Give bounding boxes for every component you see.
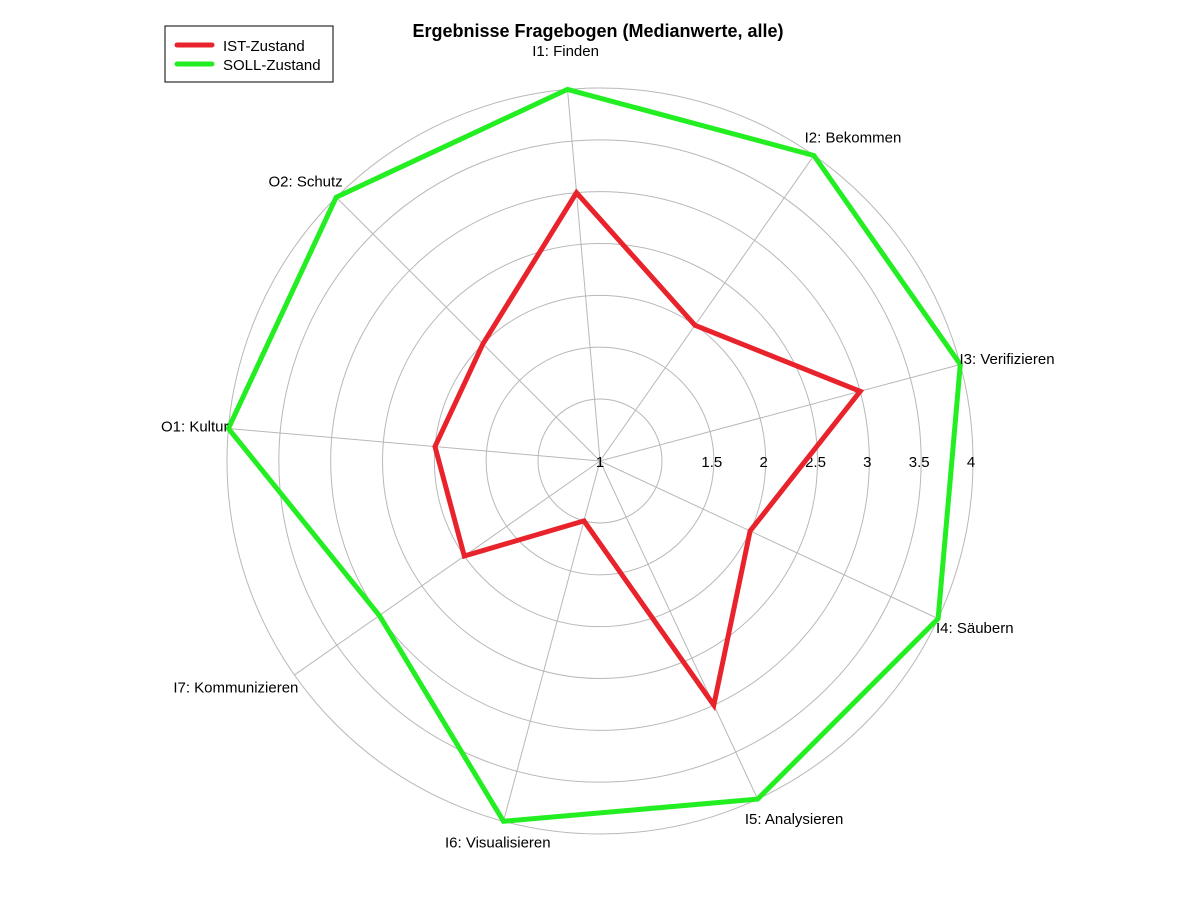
axis-spoke [599, 460, 759, 800]
axis-labels: I1: Finden I2: Bekommen I3: Verifizieren I4… [161, 43, 1055, 852]
axis-label: I1: Finden [532, 43, 599, 60]
axis-label: I5: Analysieren [745, 811, 843, 828]
radial-tick-label: 1.5 [701, 454, 722, 471]
grid-circle [382, 243, 818, 679]
legend-label-ist: IST-Zustand [223, 38, 305, 55]
grid-circle [226, 87, 974, 835]
series-lines [225, 86, 963, 824]
axis-spoke [566, 89, 601, 462]
axis-label: O2: Schutz [268, 174, 342, 191]
axis-label: I7: Kommunizieren [173, 680, 298, 697]
grid-circle [330, 191, 870, 731]
axis-label: I4: Säubern [936, 620, 1014, 637]
radial-tick-label: 4 [967, 454, 975, 471]
legend-box [164, 25, 334, 83]
axis-label: I3: Verifizieren [960, 351, 1055, 368]
chart-title: Ergebnisse Fragebogen (Medianwerte, alle… [412, 21, 783, 41]
axis-spoke [502, 460, 601, 822]
axis-spoke [599, 363, 961, 462]
axis-label: O1: Kultur [161, 419, 229, 436]
axis-label: I6: Visualisieren [445, 835, 551, 852]
radial-tick-labels: 1 1.5 2 2.5 3 3.5 4 [596, 454, 975, 471]
axis-spoke [599, 460, 939, 620]
legend: IST-Zustand SOLL-Zustand [164, 25, 334, 83]
axis-label: I2: Bekommen [805, 129, 902, 146]
radial-tick-label: 2 [759, 454, 767, 471]
legend-label-soll: SOLL-Zustand [223, 57, 321, 74]
radial-tick-label: 3.5 [909, 454, 930, 471]
radial-tick-label: 1 [596, 454, 604, 471]
grid-circle [537, 398, 663, 524]
grid-circles [226, 87, 974, 835]
series-line-soll [225, 86, 963, 824]
axis-spoke [599, 155, 815, 462]
series-line-ist [432, 188, 865, 712]
grid-circle [433, 294, 767, 628]
grid-circle [278, 139, 922, 783]
axis-spokes [228, 89, 961, 822]
radial-tick-label: 3 [863, 454, 871, 471]
axis-spoke [294, 460, 601, 676]
axis-spoke [335, 196, 601, 462]
grid-circle [485, 346, 715, 576]
axis-spoke [228, 427, 601, 462]
